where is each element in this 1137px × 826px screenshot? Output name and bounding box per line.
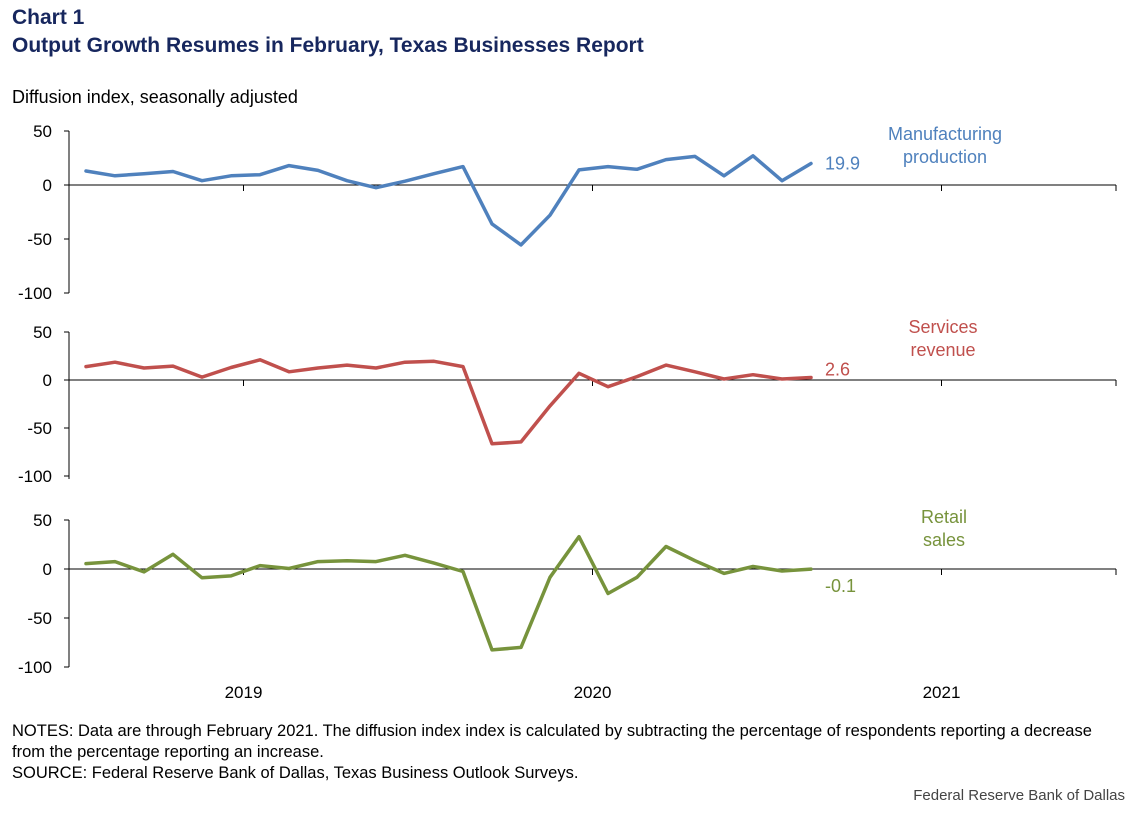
panel-manufacturing-production: 50 0 -50 -100 Manufacturing production 19.9 — [18, 122, 1117, 303]
end-value-label: 2.6 — [825, 360, 850, 380]
y-tick-label: 50 — [33, 122, 52, 141]
series-label: Services — [908, 317, 977, 337]
chart-credit: Federal Reserve Bank of Dallas — [913, 787, 1125, 804]
chart-title: Output Growth Resumes in February, Texas… — [12, 34, 644, 57]
series-line — [84, 534, 813, 652]
end-value-label: -0.1 — [825, 576, 856, 596]
y-tick-label: -50 — [27, 230, 52, 249]
panel-retail-sales: 50 0 -50 -100 Retail sales -0.1 — [18, 507, 1117, 677]
series-label: Retail — [921, 507, 967, 527]
y-tick-label: -100 — [18, 658, 52, 677]
y-tick-label: 0 — [43, 560, 52, 579]
series-label: production — [903, 147, 987, 167]
y-tick-label: -100 — [18, 284, 52, 303]
y-tick-label: 0 — [43, 371, 52, 390]
y-tick-label: -50 — [27, 609, 52, 628]
series-label: revenue — [910, 340, 975, 360]
x-tick-label: 2021 — [923, 683, 961, 702]
series-line — [84, 154, 813, 247]
x-tick-label: 2020 — [574, 683, 612, 702]
chart-notes: NOTES: Data are through February 2021. T… — [12, 722, 1092, 761]
x-tick-label: 2019 — [225, 683, 263, 702]
y-tick-label: -50 — [27, 419, 52, 438]
series-label: Manufacturing — [888, 124, 1002, 144]
y-tick-label: 50 — [33, 511, 52, 530]
y-tick-label: 50 — [33, 323, 52, 342]
end-value-label: 19.9 — [825, 154, 860, 174]
chart-source: SOURCE: Federal Reserve Bank of Dallas, … — [12, 764, 579, 782]
chart-label: Chart 1 — [12, 6, 85, 29]
panel-services-revenue: 50 0 -50 -100 Services revenue 2.6 — [18, 317, 1117, 486]
y-tick-label: -100 — [18, 467, 52, 486]
y-tick-label: 0 — [43, 176, 52, 195]
series-line — [84, 358, 813, 446]
series-label: sales — [923, 530, 965, 550]
y-axis-caption: Diffusion index, seasonally adjusted — [12, 87, 298, 107]
